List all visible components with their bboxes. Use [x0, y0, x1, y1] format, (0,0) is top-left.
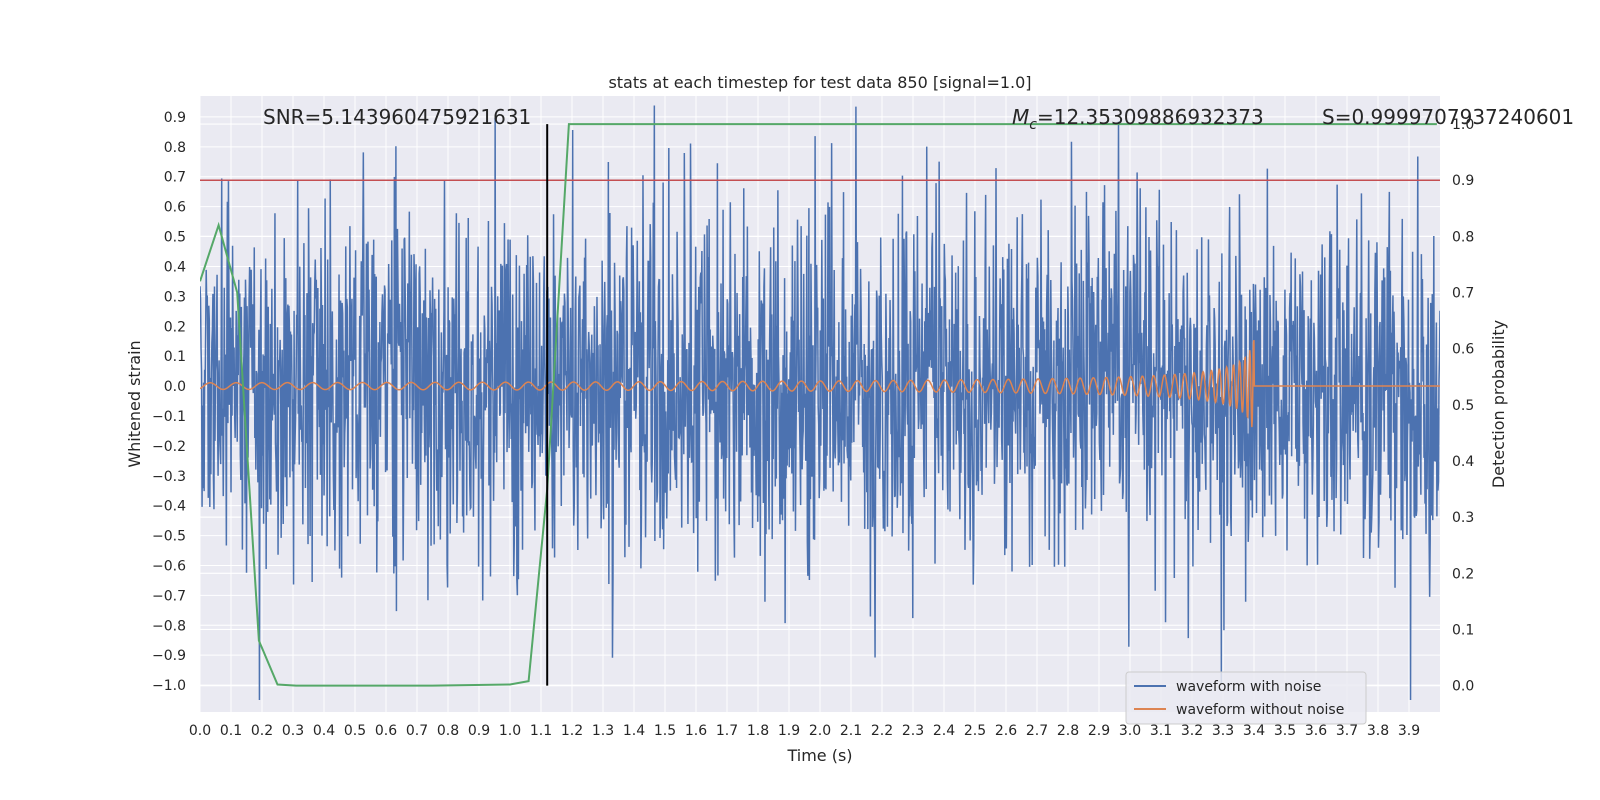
x-tick-label: 3.4 [1243, 723, 1265, 739]
x-tick-label: 1.0 [499, 723, 521, 739]
x-tick-label: 3.2 [1181, 723, 1203, 739]
x-tick-label: 0.5 [344, 723, 366, 739]
x-tick-label: 0.9 [468, 723, 490, 739]
snr-annotation: SNR=5.143960475921631 [263, 105, 531, 129]
x-tick-label: 0.8 [437, 723, 459, 739]
x-tick-label: 3.0 [1119, 723, 1141, 739]
y-left-tick-label: 0.1 [164, 349, 186, 365]
y-right-tick-label: 0.9 [1452, 173, 1474, 189]
y-right-tick-labels: 1.0 0.9 0.8 0.7 0.6 0.5 0.4 0.3 0.2 0.1 0.0 [1452, 117, 1474, 695]
y-right-tick-label: 0.6 [1452, 342, 1474, 358]
x-tick-label: 1.1 [530, 723, 552, 739]
x-tick-label: 2.4 [933, 723, 955, 739]
legend: waveform with noise waveform without noi… [1125, 671, 1367, 725]
x-tick-label: 3.3 [1212, 723, 1234, 739]
y-left-tick-label: −0.3 [152, 469, 186, 485]
waveform-without-noise-line [200, 339, 1440, 428]
x-tick-label: 1.6 [685, 723, 707, 739]
chirp-mass-annotation: Mc=12.35309886932373 [1012, 105, 1264, 133]
waveform-with-noise-line [200, 105, 1440, 701]
y-left-tick-label: −0.6 [152, 558, 186, 574]
y-left-tick-label: −0.9 [152, 648, 186, 664]
x-tick-label: 3.6 [1305, 723, 1327, 739]
chirp-mass-symbol: M [1012, 105, 1029, 129]
y-left-axis-label: Whitened strain [125, 340, 144, 467]
legend-box [1125, 671, 1367, 725]
x-tick-label: 0.2 [251, 723, 273, 739]
y-left-tick-label: 0.4 [164, 259, 186, 275]
x-axis-label: Time (s) [786, 746, 852, 765]
y-left-tick-label: −0.8 [152, 618, 186, 634]
chart-title: stats at each timestep for test data 850… [608, 73, 1031, 92]
y-left-tick-label: −1.0 [152, 678, 186, 694]
y-left-tick-label: 0.2 [164, 319, 186, 335]
x-tick-label: 2.3 [902, 723, 924, 739]
x-tick-label: 2.0 [809, 723, 831, 739]
x-tick-label: 1.7 [716, 723, 738, 739]
y-right-tick-label: 0.7 [1452, 286, 1474, 302]
x-tick-label: 1.5 [654, 723, 676, 739]
x-tick-label: 2.1 [840, 723, 862, 739]
y-right-tick-label: 0.4 [1452, 454, 1474, 470]
y-left-tick-label: −0.2 [152, 439, 186, 455]
y-right-tick-label: 0.1 [1452, 622, 1474, 638]
y-left-tick-label: 0.7 [164, 170, 186, 186]
x-tick-label: 1.8 [747, 723, 769, 739]
legend-label-noise: waveform with noise [1176, 679, 1321, 695]
x-tick-label: 0.7 [406, 723, 428, 739]
y-left-tick-label: −0.4 [152, 499, 186, 515]
x-tick-label: 3.9 [1398, 723, 1420, 739]
y-right-tick-label: 0.8 [1452, 229, 1474, 245]
y-left-tick-label: −0.1 [152, 409, 186, 425]
x-tick-label: 3.8 [1367, 723, 1389, 739]
x-tick-label: 0.4 [313, 723, 335, 739]
x-tick-label: 2.7 [1026, 723, 1048, 739]
x-tick-label: 1.9 [778, 723, 800, 739]
x-tick-label: 1.3 [592, 723, 614, 739]
detection-probability-line [200, 123, 1437, 687]
y-left-tick-label: 0.5 [164, 230, 186, 246]
y-left-tick-label: −0.7 [152, 588, 186, 604]
score-annotation: S=0.9999707937240601 [1322, 105, 1574, 129]
y-left-tick-label: −0.5 [152, 529, 186, 545]
y-right-tick-label: 0.5 [1452, 398, 1474, 414]
y-left-tick-label: 0.6 [164, 200, 186, 216]
y-left-tick-labels: 0.9 0.8 0.7 0.6 0.5 0.4 0.3 0.2 0.1 0.0 −0.1 −0.2 −0… [152, 110, 186, 694]
y-right-tick-label: 1.0 [1452, 117, 1474, 133]
chirp-mass-value: =12.35309886932373 [1037, 105, 1264, 129]
y-right-axis-label: Detection probability [1489, 320, 1508, 488]
y-right-tick-label: 0.3 [1452, 510, 1474, 526]
x-tick-label: 2.9 [1088, 723, 1110, 739]
x-tick-label: 2.6 [995, 723, 1017, 739]
y-right-tick-label: 0.0 [1452, 679, 1474, 695]
x-tick-label: 0.3 [282, 723, 304, 739]
x-tick-label: 3.7 [1336, 723, 1358, 739]
x-tick-labels: 0.0 0.1 0.2 0.3 0.4 0.5 0.6 0.7 0.8 0.9 1.0 1.1 1.2 1… [189, 723, 1420, 739]
legend-label-clean: waveform without noise [1176, 702, 1344, 718]
x-tick-label: 3.5 [1274, 723, 1296, 739]
y-left-tick-label: 0.0 [164, 379, 186, 395]
x-tick-label: 3.1 [1150, 723, 1172, 739]
x-tick-label: 1.4 [623, 723, 645, 739]
x-tick-label: 2.8 [1057, 723, 1079, 739]
x-tick-label: 2.5 [964, 723, 986, 739]
y-left-tick-label: 0.8 [164, 140, 186, 156]
y-left-tick-label: 0.9 [164, 110, 186, 126]
x-tick-label: 0.1 [220, 723, 242, 739]
x-tick-label: 0.6 [375, 723, 397, 739]
chirp-mass-subscript: c [1029, 117, 1037, 133]
x-tick-label: 1.2 [561, 723, 583, 739]
x-tick-label: 2.2 [871, 723, 893, 739]
x-tick-label: 0.0 [189, 723, 211, 739]
y-right-tick-label: 0.2 [1452, 566, 1474, 582]
y-left-tick-label: 0.3 [164, 289, 186, 305]
